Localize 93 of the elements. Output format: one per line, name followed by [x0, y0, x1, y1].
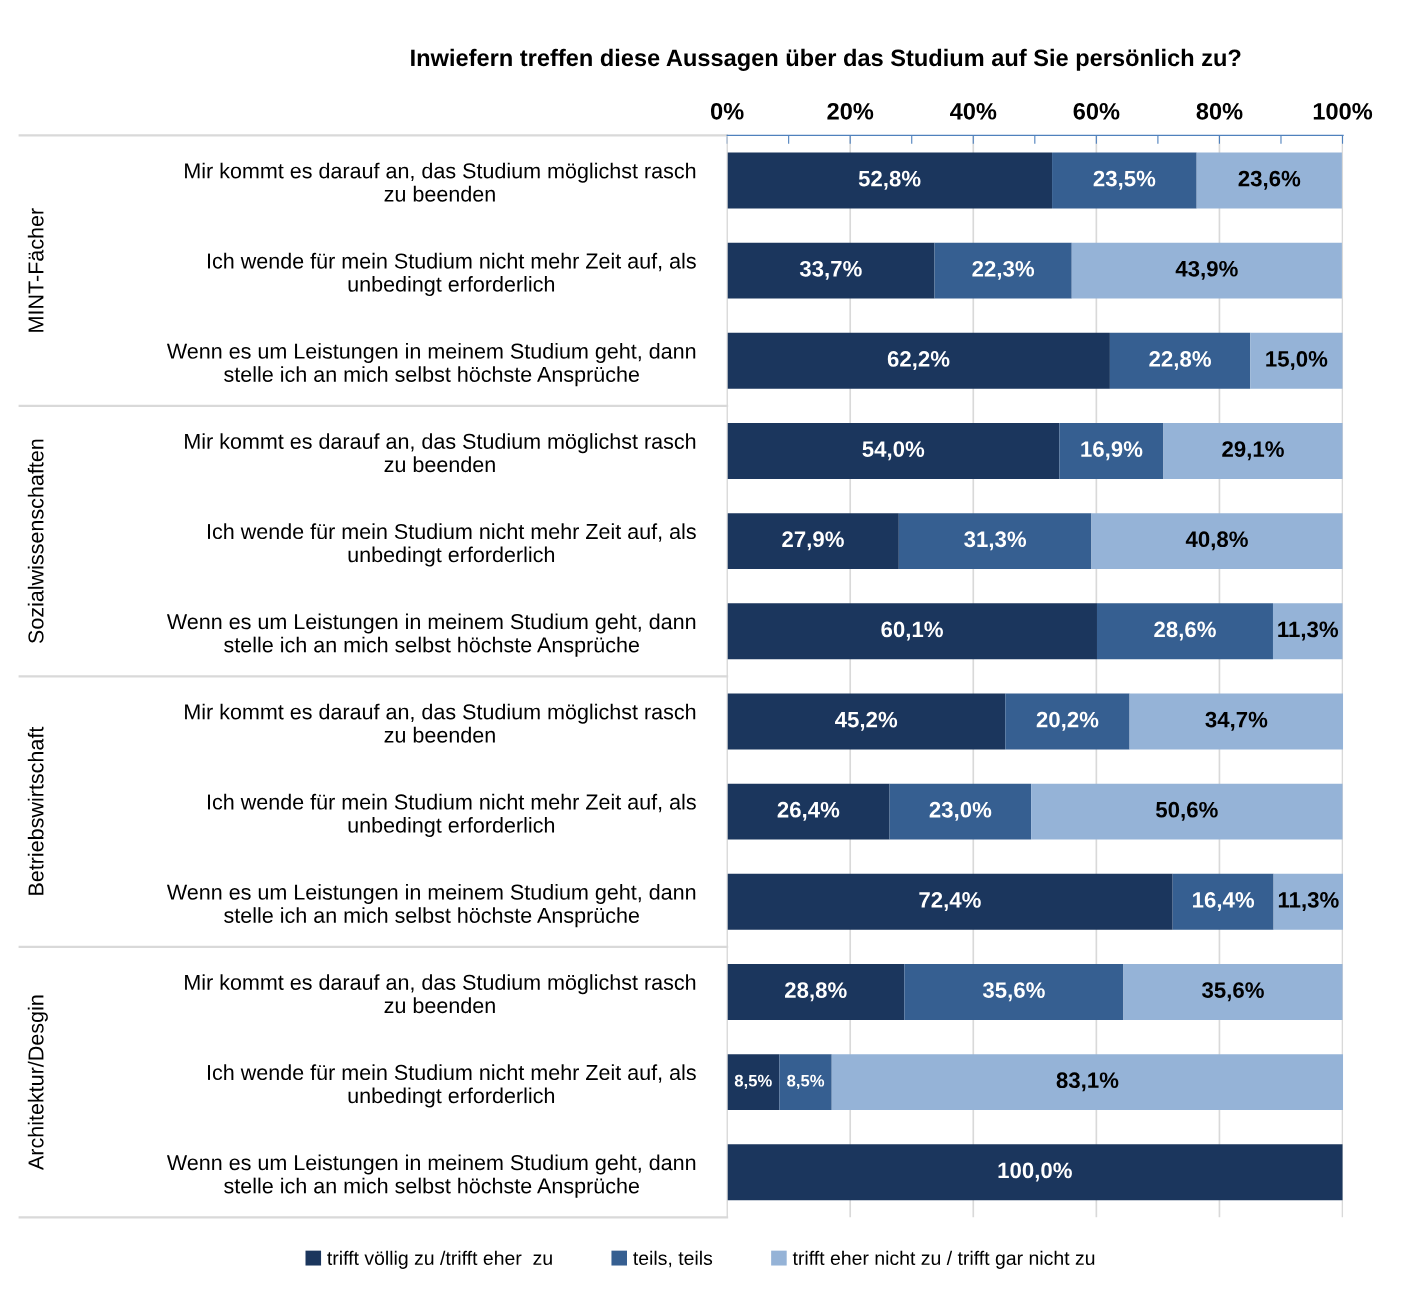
data-label: 23,6%: [1238, 170, 1301, 190]
y-tick-label: Ich wende für mein Studium nicht mehr Zeit auf, als unbedingt erforderlich: [208, 252, 696, 297]
y-tick-label: Mir kommt es darauf an, das Studium möglichst rasch zu beenden: [185, 162, 696, 202]
y-tick-label: Wenn es um Leistungen in meinem Studium geht, dann stelle ich an mich selbst höchste Ansprüche: [166, 883, 696, 928]
data-label: 8,5%: [787, 1074, 825, 1090]
bar: [1109, 332, 1251, 389]
text: Sozialwissenschaften: [27, 439, 44, 644]
x-tick-label: 0%: [710, 102, 744, 120]
bar: [1071, 242, 1342, 299]
y-tick-label: Ich wende für mein Studium nicht mehr Zeit auf, als unbedingt erforderlich: [208, 1064, 696, 1108]
text: MINT-Fächer: [27, 208, 44, 332]
y-tick-label: Wenn es um Leistungen in meinem Studium geht, dann stelle ich an mich selbst höchste Ansprüche: [166, 613, 696, 657]
data-label: 28,6%: [1154, 621, 1216, 641]
legend-label: teils, teils: [633, 1250, 713, 1268]
x-tick-label: 60%: [1073, 102, 1120, 120]
data-label: 16,9%: [1081, 441, 1143, 461]
data-label: 62,2%: [887, 351, 950, 370]
data-label: 54,0%: [862, 441, 925, 461]
bar: [934, 242, 1072, 299]
data-label: 26,4%: [777, 801, 840, 821]
bar: [727, 873, 1173, 930]
bar: [727, 783, 890, 840]
legend-label: trifft völlig zu /trifft eher zu: [327, 1250, 552, 1269]
bar: [1052, 152, 1197, 209]
legend-label: trifft eher nicht zu / trifft gar nicht zu: [792, 1250, 1095, 1269]
data-label: 34,7%: [1205, 711, 1268, 731]
data-label: 23,5%: [1093, 170, 1156, 190]
bar: [1059, 423, 1164, 479]
data-label: 23,0%: [929, 801, 992, 821]
bar: [727, 964, 905, 1020]
data-label: 28,8%: [785, 982, 847, 1002]
text: Betriebswirtschaft: [27, 726, 44, 895]
bar: [831, 1054, 1344, 1111]
data-label: 20,2%: [1036, 711, 1099, 731]
x-tick-label: 40%: [950, 102, 997, 120]
bar: [1272, 603, 1343, 660]
bar: [779, 1054, 832, 1111]
bar: [889, 783, 1032, 840]
data-label: 22,3%: [972, 260, 1035, 280]
bar: [1129, 693, 1344, 750]
bar: [727, 513, 899, 570]
bar: [1005, 693, 1130, 750]
x-tick-label: 20%: [827, 102, 874, 120]
data-label: 11,3%: [1278, 621, 1339, 641]
y-tick-label: Mir kommt es darauf an, das Studium möglichst rasch zu beenden: [185, 433, 696, 473]
bar: [727, 603, 1097, 660]
bar: [1091, 513, 1343, 570]
bar: [1163, 423, 1343, 479]
bar: [1250, 332, 1343, 389]
y-tick-label: Wenn es um Leistungen in meinem Studium geht, dann stelle ich an mich selbst höchste Ansprüche: [166, 1154, 696, 1198]
x-tick-label: 100%: [1313, 102, 1373, 120]
data-label: 72,4%: [919, 892, 981, 911]
bar: [727, 242, 935, 299]
y-tick-label: Ich wende für mein Studium nicht mehr Zeit auf, als unbedingt erforderlich: [208, 523, 696, 567]
data-label: 29,1%: [1222, 441, 1284, 461]
data-label: 50,6%: [1156, 801, 1218, 821]
y-tick-label: Wenn es um Leistungen in meinem Studium geht, dann stelle ich an mich selbst höchste Ansprüche: [166, 342, 696, 387]
data-label: 31,3%: [964, 531, 1027, 551]
data-label: 15,0%: [1266, 351, 1328, 370]
y-tick-label: Ich wende für mein Studium nicht mehr Zeit auf, als unbedingt erforderlich: [208, 793, 696, 838]
bar: [727, 693, 1006, 750]
y-tick-label: Mir kommt es darauf an, das Studium möglichst rasch zu beenden: [185, 703, 696, 743]
data-label: 27,9%: [782, 531, 844, 551]
bar: [1123, 964, 1343, 1020]
bar: [1096, 603, 1273, 660]
bar: [727, 332, 1110, 389]
data-label: 11,3%: [1278, 892, 1339, 911]
data-label: 16,4%: [1193, 892, 1255, 911]
data-label: 43,9%: [1175, 260, 1238, 280]
x-tick-label: 80%: [1196, 102, 1243, 120]
bar: [1031, 783, 1343, 840]
data-label: 52,8%: [858, 170, 921, 190]
data-label: 8,5%: [734, 1074, 772, 1090]
data-label: 22,8%: [1149, 351, 1211, 370]
data-label: 33,7%: [799, 260, 862, 280]
bar: [727, 152, 1053, 209]
y-tick-label: Mir kommt es darauf an, das Studium möglichst rasch zu beenden: [185, 974, 696, 1014]
data-label: 35,6%: [982, 982, 1045, 1002]
bar: [1196, 152, 1342, 209]
bar: [727, 1144, 1343, 1201]
bar: [727, 423, 1060, 479]
bar: [1172, 873, 1274, 930]
data-label: 60,1%: [881, 621, 943, 641]
data-label: 35,6%: [1201, 982, 1264, 1002]
bar: [904, 964, 1124, 1020]
data-label: 40,8%: [1185, 531, 1248, 551]
data-label: 45,2%: [835, 711, 898, 731]
bar: [898, 513, 1092, 570]
data-label: 100,0%: [998, 1162, 1072, 1182]
chart-title: Inwiefern treffen diese Aussagen über das Studium auf Sie persönlich zu?: [411, 48, 1241, 71]
bar: [727, 1054, 780, 1111]
text: Architektur/Desgin: [27, 995, 48, 1171]
data-label: 83,1%: [1056, 1072, 1119, 1092]
